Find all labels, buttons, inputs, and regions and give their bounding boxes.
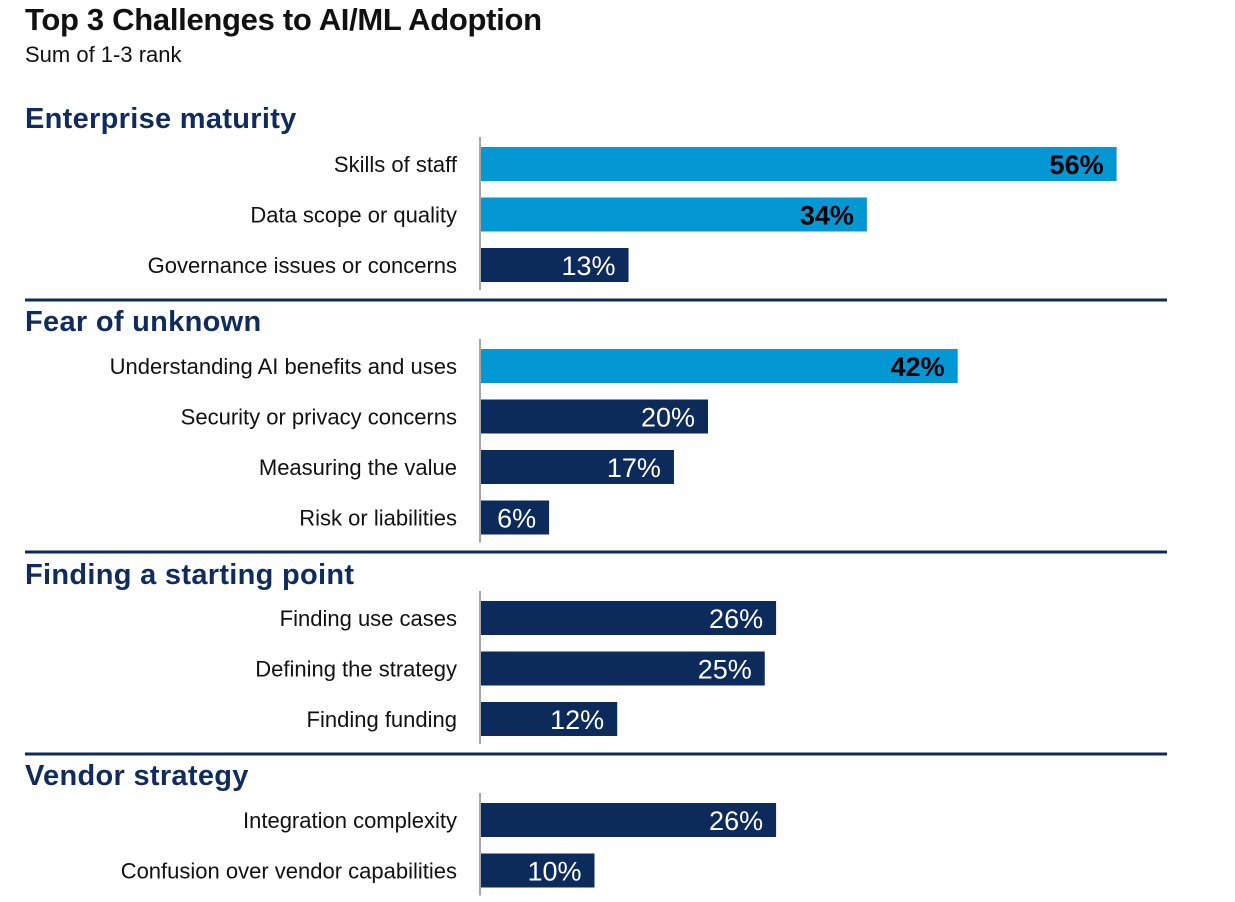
category-label: Data scope or quality — [250, 203, 457, 228]
group-title: Finding a starting point — [25, 559, 354, 591]
bar — [481, 853, 595, 888]
data-label: 26% — [709, 604, 763, 634]
bar — [481, 450, 674, 484]
chart-subtitle: Sum of 1-3 rank — [25, 42, 182, 67]
bar — [481, 248, 629, 282]
category-label: Integration complexity — [243, 808, 457, 833]
data-label: 6% — [497, 504, 536, 534]
category-label: Measuring the value — [259, 455, 457, 480]
category-label: Understanding AI benefits and uses — [110, 354, 457, 379]
data-label: 34% — [800, 201, 854, 231]
bar — [481, 197, 867, 232]
category-label: Finding use cases — [280, 606, 457, 631]
category-label: Skills of staff — [334, 152, 458, 177]
bar — [481, 349, 958, 383]
bar — [481, 702, 618, 736]
category-label: Governance issues or concerns — [148, 253, 457, 278]
bar — [481, 651, 765, 686]
group-title: Fear of unknown — [25, 306, 262, 338]
category-label: Risk or liabilities — [299, 506, 457, 531]
data-label: 13% — [562, 251, 616, 281]
bar — [481, 803, 777, 837]
bar — [481, 500, 550, 535]
bar — [481, 399, 708, 434]
group-title: Vendor strategy — [25, 760, 249, 792]
data-label: 10% — [527, 857, 581, 887]
data-label: 20% — [641, 403, 695, 433]
data-label: 42% — [891, 352, 945, 382]
data-label: 12% — [550, 705, 604, 735]
bar — [481, 147, 1117, 181]
category-label: Defining the strategy — [255, 657, 457, 682]
data-label: 56% — [1050, 150, 1104, 180]
chart-title: Top 3 Challenges to AI/ML Adoption — [25, 2, 542, 37]
category-label: Confusion over vendor capabilities — [121, 859, 457, 884]
data-label: 25% — [698, 655, 752, 685]
group-title: Enterprise maturity — [25, 103, 297, 135]
data-label: 17% — [607, 453, 661, 483]
bar — [481, 601, 777, 635]
category-label: Finding funding — [307, 707, 457, 732]
data-label: 26% — [709, 806, 763, 836]
category-label: Security or privacy concerns — [181, 405, 457, 430]
